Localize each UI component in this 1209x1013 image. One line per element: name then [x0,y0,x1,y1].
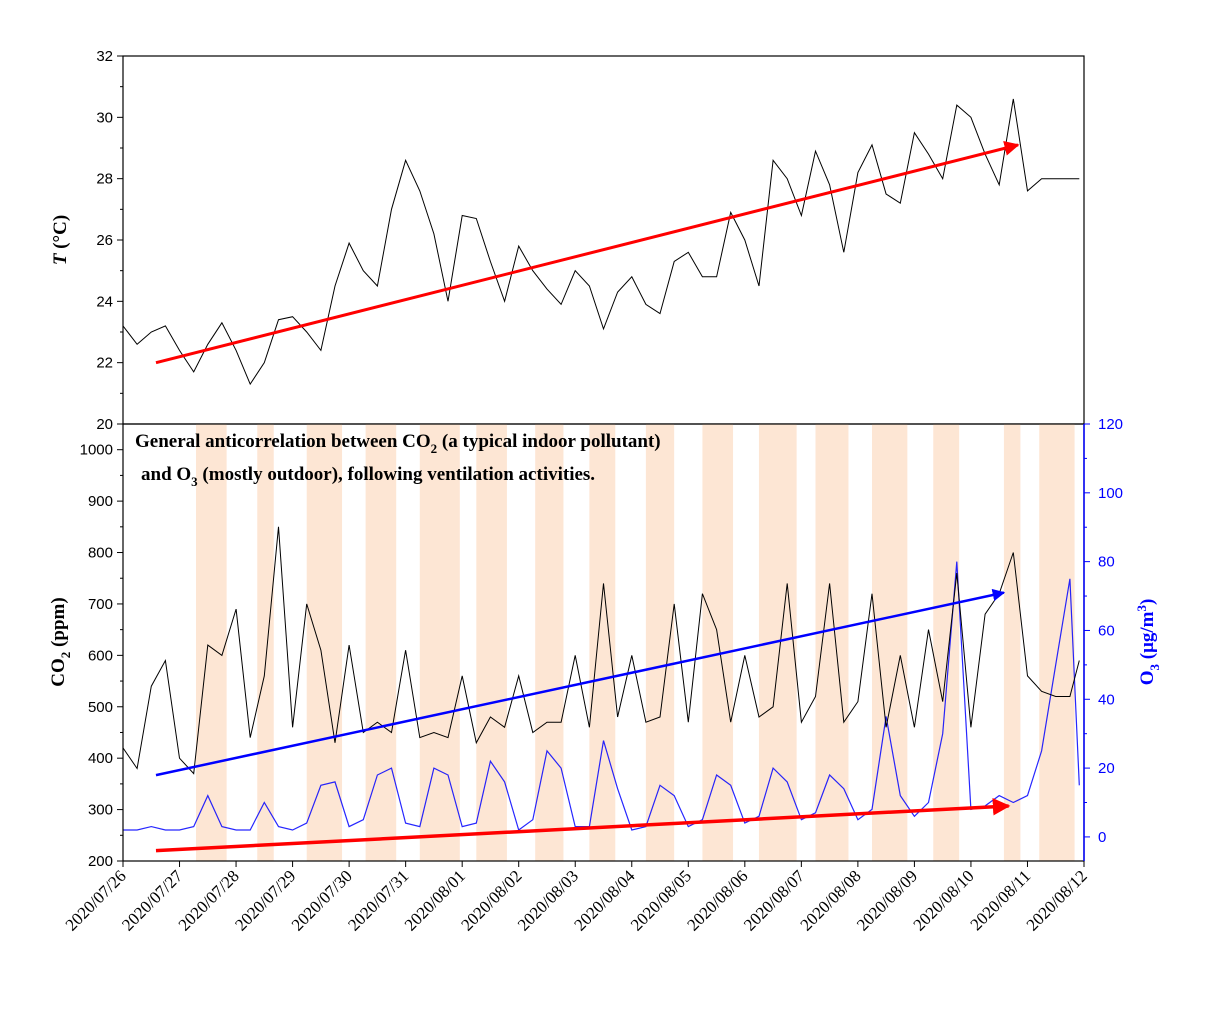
temperature-y-axis: 20 22 24 26 28 30 32 [96,48,123,433]
date-x-axis: 2020/07/262020/07/272020/07/282020/07/29… [62,861,1091,935]
ventilation-band [933,424,960,861]
date-x-tick-label: 2020/07/28 [175,866,243,934]
o3-y-axis-title: O3 (μg/m3) [1134,599,1162,686]
annotation-1-b: (a typical indoor pollutant) [437,431,660,452]
ventilation-band [1039,424,1075,861]
o3-y-axis: 0 20 40 60 80 100 120 [1084,416,1123,846]
temperature-y-axis-title-symbol: T [50,252,71,265]
o3-y-tick-label: 20 [1098,760,1115,777]
annotation-2-b: (mostly outdoor), following ventilation … [198,464,595,485]
co2-series-line [122,526,1080,775]
date-x-tick-label: 2020/08/03 [514,866,582,934]
ventilation-band [589,424,616,861]
ventilation-band [196,424,227,861]
ventilation-band [419,424,460,861]
co2-title-main: CO [48,658,69,687]
temperature-y-tick-label: 24 [96,293,113,310]
annotation-1-a: General anticorrelation between CO [135,431,431,452]
o3-y-tick-label: 60 [1098,622,1115,639]
ventilation-band [365,424,397,861]
co2-y-tick-label: 800 [88,545,113,562]
o3-y-tick-label: 40 [1098,691,1115,708]
temperature-y-axis-title-unit: (°C) [50,215,71,254]
ventilation-band [872,424,908,861]
date-x-tick-label: 2020/08/04 [570,866,639,935]
annotation-1-sub: 2 [431,441,438,456]
co2-y-tick-label: 500 [88,699,113,716]
ventilation-band [257,424,274,861]
temperature-y-tick-label: 20 [96,416,113,433]
date-x-tick-label: 2020/07/30 [288,866,356,934]
date-x-tick-label: 2020/08/12 [1023,866,1091,934]
co2-y-tick-label: 200 [88,853,113,870]
annotation-line-1: General anticorrelation between CO2 (a t… [135,431,661,456]
temperature-y-tick-label: 26 [96,232,113,249]
date-x-tick-label: 2020/08/08 [797,866,865,934]
temperature-panel: 20 22 24 26 28 30 32 T (°C) [50,48,1085,433]
o3-y-tick-label: 100 [1098,485,1123,502]
date-x-tick-label: 2020/07/29 [231,866,299,934]
co2-y-tick-label: 600 [88,647,113,664]
annotation-line-2: and O3 (mostly outdoor), following venti… [141,464,595,489]
ventilation-bands [196,424,1075,861]
co2-y-tick-label: 1000 [80,442,113,459]
date-x-tick-label: 2020/08/01 [401,866,469,934]
annotation-2-sub: 3 [191,474,198,489]
date-x-tick-label: 2020/08/07 [740,866,809,935]
temperature-y-tick-label: 30 [96,109,113,126]
date-x-tick-label: 2020/07/31 [344,866,412,934]
temperature-trend-arrow [155,140,1020,365]
o3-trend-arrow [155,798,1011,853]
ventilation-band [1003,424,1021,861]
o3-y-tick-label: 80 [1098,554,1115,571]
co2-y-tick-label: 900 [88,493,113,510]
ventilation-band [645,424,675,861]
ventilation-band [702,424,734,861]
annotation-2-a: and O [141,464,191,485]
date-x-tick-label: 2020/08/06 [683,866,751,934]
co2-title-sub: 2 [58,652,73,659]
co2-o3-panel: 200 300 400 500 600 700 800 900 1000 0 20 40 60 80 10… [48,416,1162,935]
co2-y-tick-label: 300 [88,802,113,819]
ventilation-band [815,424,849,861]
date-x-tick-label: 2020/08/10 [910,866,978,934]
o3-title-sub: 3 [1147,664,1162,671]
o3-title-sup: 3 [1134,605,1149,612]
date-x-tick-label: 2020/07/26 [62,866,130,934]
temperature-panel-frame [122,55,1085,425]
date-x-tick-label: 2020/08/05 [627,866,695,934]
o3-title-main: O [1137,671,1158,686]
co2-y-tick-label: 400 [88,750,113,767]
ventilation-band [535,424,564,861]
o3-y-tick-label: 0 [1098,829,1106,846]
o3-series-line [123,561,1080,831]
co2-title-unit: (ppm) [48,597,69,651]
o3-title-unit: (μg/m [1137,611,1158,664]
temperature-y-axis-title: T (°C) [50,215,71,265]
date-x-tick-label: 2020/08/09 [853,866,921,934]
o3-y-tick-label: 120 [1098,416,1123,433]
temperature-y-tick-label: 28 [96,171,113,188]
co2-y-axis: 200 300 400 500 600 700 800 900 1000 [80,442,123,870]
temperature-series-line [122,98,1080,386]
date-x-tick-label: 2020/07/27 [118,866,187,935]
temperature-y-tick-label: 22 [96,355,113,372]
ventilation-band [306,424,343,861]
ventilation-band [476,424,507,861]
date-x-tick-label: 2020/08/02 [457,866,525,934]
co2-y-tick-label: 700 [88,596,113,613]
temperature-y-tick-label: 32 [96,48,113,65]
co2-y-axis-title: CO2 (ppm) [48,597,73,686]
o3-title-close: ) [1137,599,1158,605]
co2-trend-arrow [155,588,1006,777]
